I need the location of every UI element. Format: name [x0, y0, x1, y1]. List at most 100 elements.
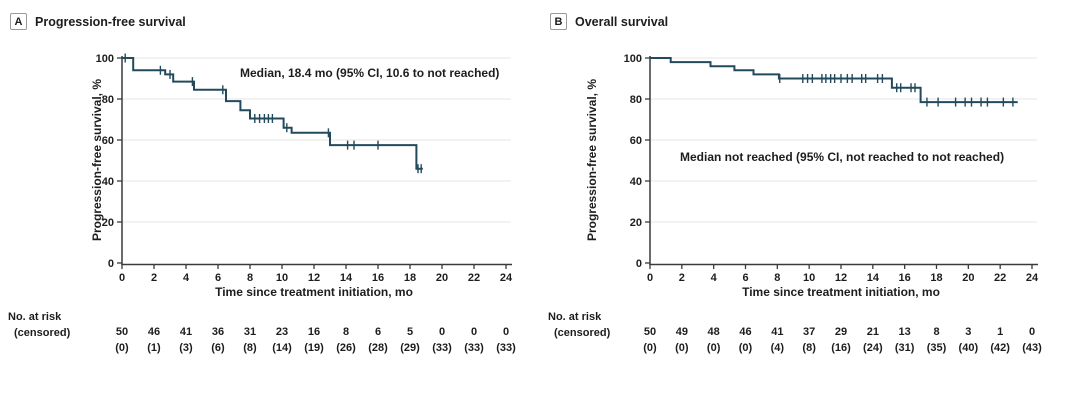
at-risk-value: 6: [374, 326, 382, 338]
censored-value: (33): [432, 342, 452, 354]
censored-value: (3): [179, 342, 193, 354]
median-annotation: Median, 18.4 mo (95% CI, 10.6 to not rea…: [240, 66, 500, 80]
y-tick-label: 60: [630, 135, 642, 147]
x-tick-label: 6: [742, 272, 748, 284]
y-tick-label: 80: [630, 94, 642, 106]
no-at-risk-label: No. at risk: [8, 311, 62, 323]
censored-value: (28): [368, 342, 388, 354]
y-tick-label: 60: [102, 135, 114, 147]
censored-value: (26): [336, 342, 356, 354]
at-risk-value: 46: [147, 326, 161, 338]
panel-header: A Progression-free survival: [10, 13, 186, 30]
x-tick-label: 2: [679, 272, 685, 284]
censored-value: (0): [115, 342, 129, 354]
x-tick-label: 12: [835, 272, 847, 284]
x-tick-label: 24: [1026, 272, 1039, 284]
censored-label: (censored): [554, 327, 611, 339]
no-at-risk-label: No. at risk: [548, 311, 602, 323]
x-tick-label: 16: [372, 272, 384, 284]
at-risk-value: 50: [643, 326, 657, 338]
censored-value: (6): [211, 342, 225, 354]
censored-value: (19): [304, 342, 324, 354]
censored-value: (33): [496, 342, 516, 354]
censored-value: (40): [958, 342, 979, 354]
x-tick-label: 8: [774, 272, 780, 284]
x-tick-label: 22: [468, 272, 480, 284]
censored-value: (31): [894, 342, 915, 354]
censored-value: (14): [272, 342, 292, 354]
x-tick-label: 6: [215, 272, 221, 284]
censored-value: (24): [863, 342, 883, 354]
y-tick-label: 80: [102, 94, 114, 106]
censored-value: (0): [738, 342, 753, 354]
x-axis-label: Time since treatment initiation, mo: [215, 285, 413, 299]
panel-letter-badge: B: [550, 13, 567, 30]
x-tick-label: 4: [711, 272, 718, 284]
x-tick-label: 12: [308, 272, 320, 284]
x-tick-label: 2: [151, 272, 157, 284]
at-risk-value: 21: [866, 326, 879, 338]
x-tick-label: 10: [803, 272, 815, 284]
censored-value: (29): [400, 342, 420, 354]
at-risk-value: 8: [933, 326, 940, 338]
at-risk-value: 48: [707, 326, 720, 338]
x-tick-label: 10: [276, 272, 288, 284]
x-tick-label: 24: [500, 272, 513, 284]
at-risk-value: 31: [243, 326, 257, 338]
panel-letter-badge: A: [10, 13, 27, 30]
x-tick-label: 20: [436, 272, 448, 284]
median-annotation: Median not reached (95% CI, not reached …: [680, 150, 1005, 164]
x-axis-label: Time since treatment initiation, mo: [742, 285, 940, 299]
x-tick-label: 18: [930, 272, 942, 284]
y-tick-label: 100: [96, 53, 114, 65]
x-tick-label: 14: [340, 272, 353, 284]
x-tick-label: 0: [119, 272, 125, 284]
at-risk-value: 50: [115, 326, 129, 338]
censored-value: (0): [706, 342, 721, 354]
censored-value: (35): [926, 342, 947, 354]
at-risk-value: 29: [834, 326, 848, 338]
survival-curve: [122, 57, 423, 170]
panel-title: Progression-free survival: [35, 14, 186, 29]
at-risk-value: 0: [502, 326, 510, 338]
survival-curve: [650, 57, 1018, 104]
y-tick-label: 100: [624, 53, 642, 65]
x-tick-label: 14: [867, 272, 880, 284]
at-risk-value: 36: [211, 326, 225, 338]
panel-progression-free-survival: A Progression-free survival Progression-…: [8, 13, 516, 354]
panel-title: Overall survival: [575, 14, 669, 29]
at-risk-value: 13: [898, 326, 911, 338]
x-tick-label: 4: [183, 272, 190, 284]
y-tick-label: 20: [102, 217, 114, 229]
at-risk-value: 23: [275, 326, 289, 338]
censored-value: (8): [802, 342, 816, 354]
panel-overall-survival: B Overall survival Progression-free surv…: [540, 0, 1080, 400]
x-tick-label: 22: [994, 272, 1006, 284]
y-tick-label: 0: [636, 258, 642, 270]
x-tick-label: 16: [899, 272, 911, 284]
censored-value: (42): [990, 342, 1010, 354]
censored-value: (0): [643, 342, 657, 354]
panel-header: B Overall survival: [550, 13, 668, 30]
censored-value: (8): [243, 342, 257, 354]
at-risk-value: 0: [1028, 326, 1036, 338]
at-risk-value: 46: [739, 326, 752, 338]
at-risk-value: 1: [997, 326, 1004, 338]
y-tick-label: 20: [630, 217, 642, 229]
y-tick-label: 40: [630, 176, 642, 188]
x-tick-label: 0: [647, 272, 653, 284]
at-risk-value: 41: [179, 326, 193, 338]
censored-label: (censored): [14, 327, 71, 339]
x-tick-label: 20: [962, 272, 974, 284]
at-risk-value: 5: [406, 326, 414, 338]
censored-value: (33): [464, 342, 484, 354]
at-risk-value: 0: [438, 326, 446, 338]
at-risk-value: 8: [342, 326, 350, 338]
x-tick-label: 18: [404, 272, 416, 284]
censored-value: (16): [831, 342, 851, 354]
censored-value: (43): [1022, 342, 1042, 354]
at-risk-value: 3: [965, 326, 972, 338]
y-tick-label: 0: [108, 258, 114, 270]
